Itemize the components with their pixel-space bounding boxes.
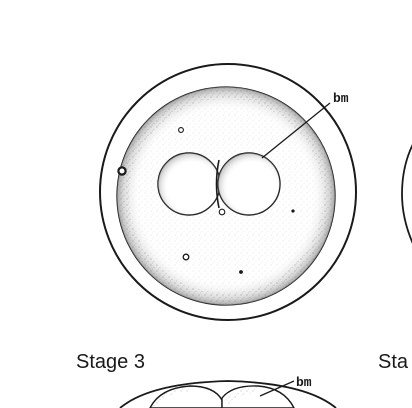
cleavage-furrow bbox=[215, 159, 220, 209]
granule bbox=[218, 208, 226, 216]
main-embryo: bm bbox=[99, 63, 357, 321]
pointer-label-bm: bm bbox=[333, 91, 349, 106]
next-embryo-partial bbox=[401, 144, 412, 244]
stage3-embryo-partial: bm bbox=[119, 375, 337, 408]
stage-label-main: Stage 3 bbox=[76, 351, 145, 373]
pointer-line-bm bbox=[261, 102, 331, 159]
granule bbox=[178, 127, 184, 133]
granule bbox=[239, 270, 243, 274]
pointer-label-bm-bottom: bm bbox=[296, 375, 312, 390]
granule bbox=[291, 209, 295, 213]
stage-label-next: Sta bbox=[378, 351, 409, 373]
pointer-line-bm-bottom bbox=[259, 380, 295, 397]
granule bbox=[182, 253, 190, 261]
granule bbox=[117, 166, 127, 176]
stage3-outer-membrane bbox=[119, 380, 337, 408]
next-embryo-outline bbox=[401, 144, 412, 244]
